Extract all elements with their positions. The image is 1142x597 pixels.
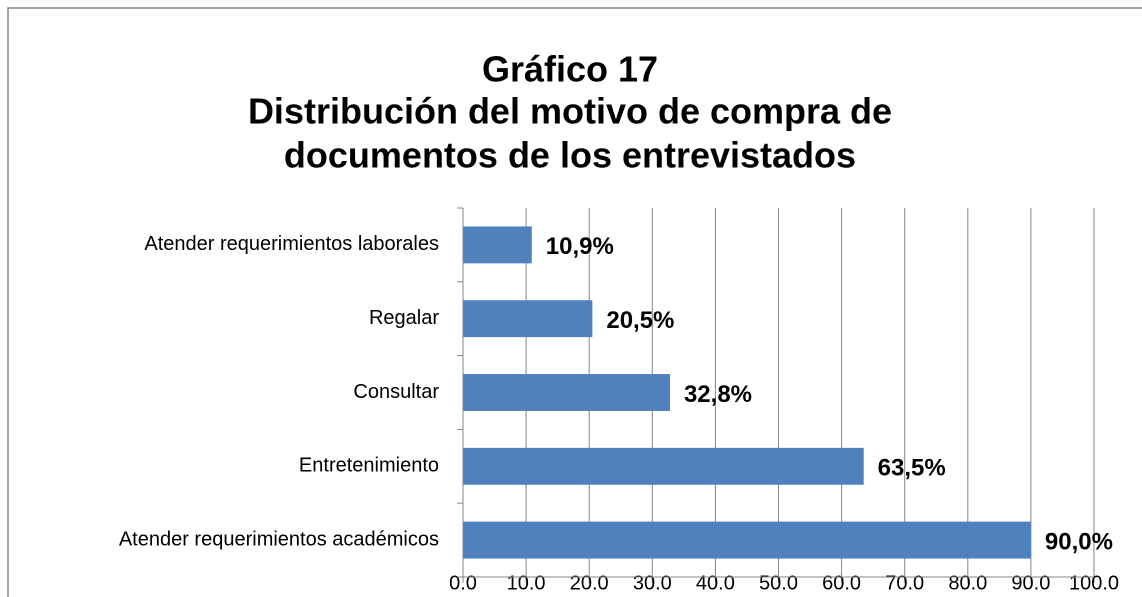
x-tick-label: 30.0 xyxy=(633,572,672,594)
chart-title: Distribución del motivo de compra de xyxy=(248,91,892,132)
y-tick-label: Consultar xyxy=(353,381,439,403)
data-label: 10,9% xyxy=(546,233,614,260)
bar xyxy=(463,300,593,338)
y-tick-label: Atender requerimientos laborales xyxy=(144,233,439,255)
x-tick-label: 40.0 xyxy=(696,572,735,594)
bar xyxy=(463,447,864,485)
data-label: 90,0% xyxy=(1045,528,1113,555)
x-tick-label: 70.0 xyxy=(885,572,924,594)
bar xyxy=(463,374,670,411)
y-tick-label: Entretenimiento xyxy=(299,455,439,477)
y-tick-label: Regalar xyxy=(369,307,439,329)
x-tick-label: 100.0 xyxy=(1069,572,1119,594)
x-tick-label: 80.0 xyxy=(948,572,987,594)
bar xyxy=(463,226,532,264)
y-tick-label: Atender requerimientos académicos xyxy=(119,528,439,550)
x-tick-label: 20.0 xyxy=(570,572,609,594)
x-tick-label: 10.0 xyxy=(507,572,546,594)
chart-title: documentos de los entrevistados xyxy=(284,135,856,176)
data-label: 32,8% xyxy=(684,381,752,408)
chart-title: Gráfico 17 xyxy=(482,49,658,90)
x-tick-label: 90.0 xyxy=(1011,572,1050,594)
x-tick-label: 50.0 xyxy=(759,572,798,594)
x-tick-label: 0.0 xyxy=(449,572,477,594)
bar xyxy=(463,521,1031,559)
data-label: 20,5% xyxy=(606,307,674,334)
data-label: 63,5% xyxy=(878,455,946,482)
x-tick-label: 60.0 xyxy=(822,572,861,594)
